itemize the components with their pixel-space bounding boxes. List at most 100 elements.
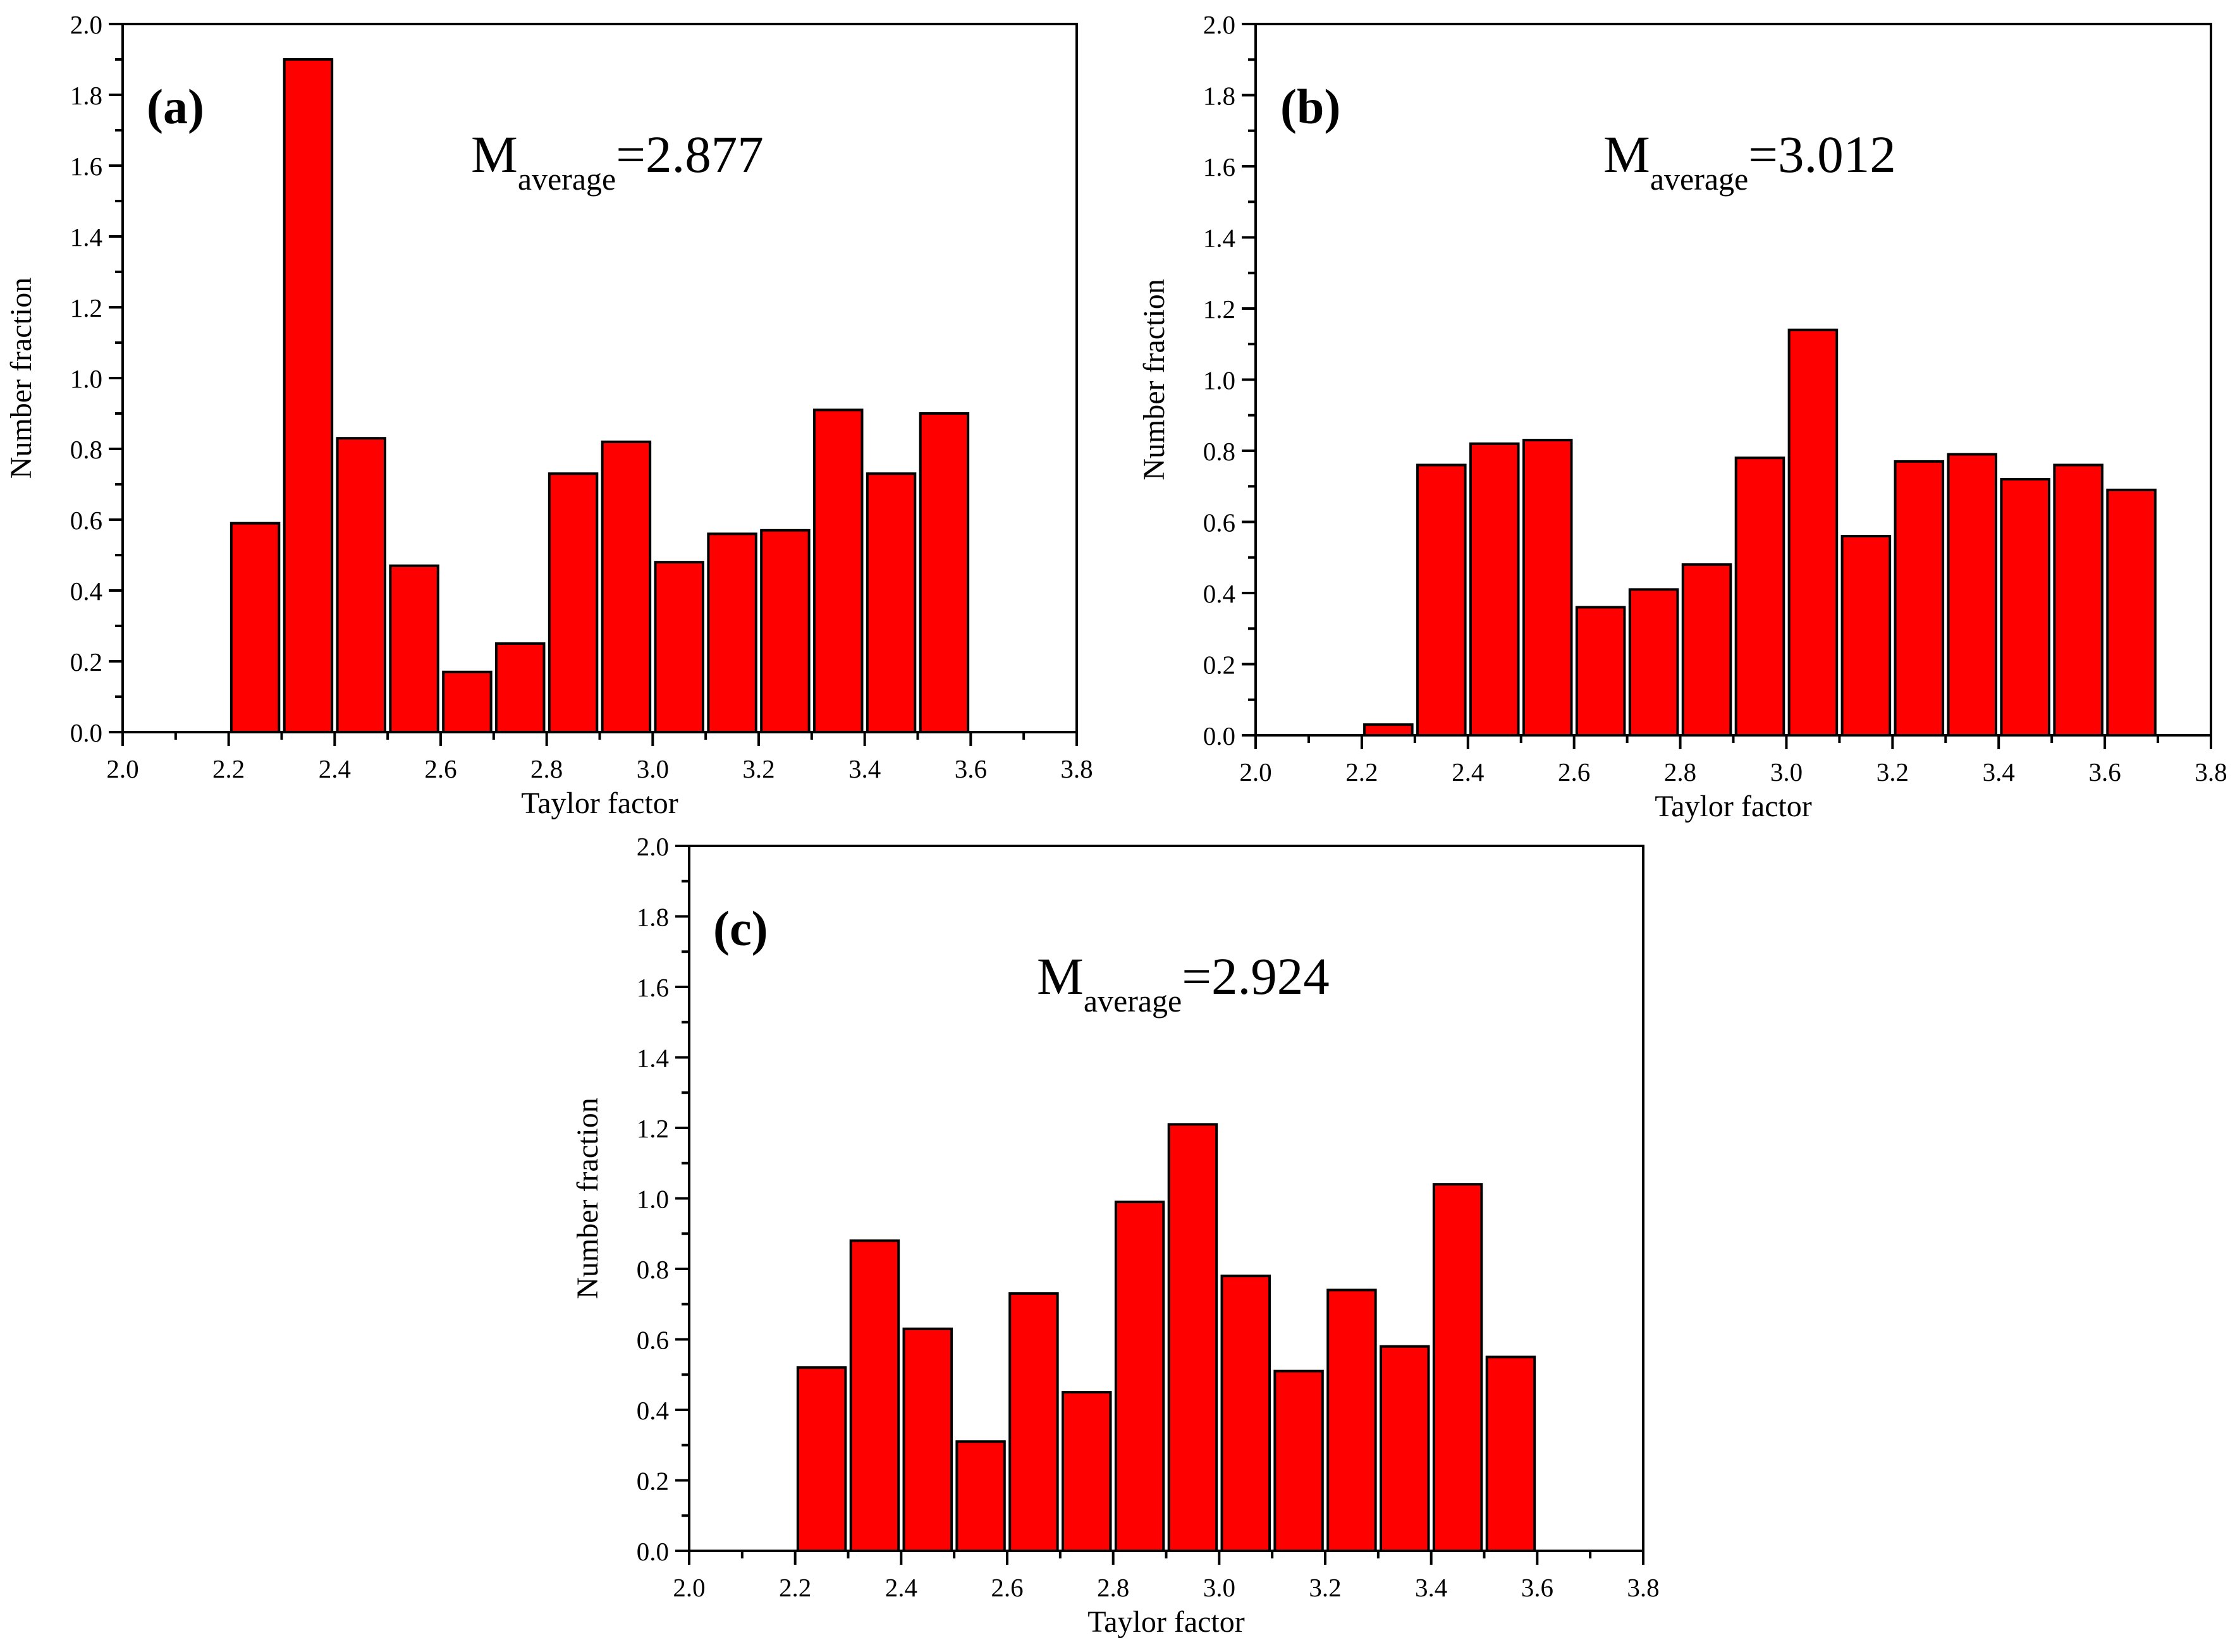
x-tick-label: 2.0	[673, 1573, 705, 1602]
panel-b: 2.0 2.2 2.4 2.6 2.8 3.0 3.2 3.4 3.6 3.8 0.0 0.2 0.4 0…	[1137, 10, 2227, 823]
x-tick-label: 2.2	[212, 754, 245, 783]
bar-c-2	[902, 1327, 953, 1552]
x-tick-label: 3.0	[1770, 757, 1803, 786]
y-tick-label: 0.2	[637, 1467, 669, 1496]
y-tick-label: 0.0	[637, 1537, 669, 1566]
bar-c-10	[1326, 1288, 1377, 1552]
bar-b-8	[1787, 328, 1839, 737]
bar-b-14	[2106, 488, 2157, 737]
bar-a-8	[654, 561, 704, 733]
x-tick-label: 2.0	[106, 754, 138, 783]
bar-b-5	[1628, 588, 1679, 737]
y-tick-label: 2.0	[1203, 10, 1235, 39]
y-tick-label: 0.8	[637, 1255, 669, 1284]
bar-a-2	[336, 437, 386, 733]
y-tick-label: 1.2	[637, 1114, 669, 1143]
x-tick-label: 3.8	[2195, 757, 2227, 786]
bar-b-11	[1947, 453, 1998, 737]
y-tick-label: 0.2	[1203, 651, 1235, 680]
y-tick-label: 1.6	[1203, 152, 1235, 181]
bar-a-10	[760, 529, 811, 733]
x-tick-label: 2.8	[1097, 1573, 1129, 1602]
y-axis-title: Number fraction	[571, 1098, 604, 1299]
y-tick-label: 0.4	[637, 1396, 669, 1425]
x-tick-label: 3.2	[1877, 757, 1909, 786]
x-tick-label: 3.8	[1627, 1573, 1659, 1602]
panel-label: (a)	[147, 79, 204, 134]
bar-b-0	[1363, 723, 1414, 737]
bar-a-9	[707, 532, 757, 734]
x-tick-label: 2.2	[779, 1573, 811, 1602]
bar-c-7	[1167, 1123, 1218, 1553]
bar-b-1	[1416, 463, 1467, 737]
bar-b-13	[2053, 463, 2103, 737]
x-tick-label: 2.8	[530, 754, 563, 783]
x-tick-label: 2.2	[1345, 757, 1378, 786]
x-tick-label: 2.4	[319, 754, 351, 783]
y-axis-title: Number fraction	[1137, 279, 1171, 480]
y-tick-label: 1.2	[1203, 295, 1235, 324]
y-tick-label: 0.8	[1203, 437, 1235, 466]
bar-a-1	[283, 58, 334, 733]
average-annotation: Maverage=3.012	[1603, 125, 1896, 197]
y-tick-label: 0.6	[70, 506, 102, 535]
bar-b-10	[1894, 460, 1945, 737]
y-tick-label: 1.8	[1203, 82, 1235, 111]
bar-b-12	[2000, 478, 2050, 737]
x-axis-title: Taylor factor	[1087, 1605, 1245, 1639]
y-tick-label: 1.8	[70, 81, 102, 110]
y-tick-label: 1.0	[70, 364, 102, 393]
bar-a-11	[813, 408, 864, 734]
bar-b-9	[1840, 535, 1892, 737]
panel-label: (b)	[1280, 79, 1340, 134]
bar-c-8	[1220, 1275, 1271, 1553]
y-tick-label: 0.0	[70, 718, 102, 747]
x-tick-label: 2.6	[991, 1573, 1023, 1602]
bar-c-11	[1380, 1345, 1430, 1552]
y-tick-label: 1.4	[1203, 224, 1235, 253]
x-tick-label: 2.6	[1558, 757, 1590, 786]
bar-c-4	[1008, 1292, 1059, 1553]
bar-c-6	[1114, 1201, 1165, 1552]
bar-c-9	[1273, 1369, 1324, 1553]
bar-b-3	[1522, 439, 1573, 737]
x-tick-label: 3.8	[1060, 754, 1093, 783]
bar-b-4	[1575, 606, 1626, 737]
x-tick-label: 3.4	[1415, 1573, 1447, 1602]
y-tick-label: 0.4	[1203, 579, 1235, 608]
x-tick-label: 2.4	[885, 1573, 917, 1602]
y-tick-label: 2.0	[637, 832, 669, 861]
x-tick-label: 3.0	[637, 754, 669, 783]
y-tick-label: 1.0	[1203, 366, 1235, 395]
y-tick-label: 1.6	[70, 152, 102, 181]
y-tick-label: 1.2	[70, 293, 102, 322]
y-tick-label: 0.6	[637, 1326, 669, 1355]
y-tick-label: 1.8	[637, 903, 669, 932]
bar-c-0	[796, 1366, 847, 1553]
y-tick-label: 0.4	[70, 577, 102, 606]
y-tick-label: 0.8	[70, 435, 102, 464]
y-tick-label: 1.4	[70, 223, 102, 252]
average-annotation: Maverage=2.877	[471, 125, 764, 197]
bar-a-6	[548, 472, 599, 733]
x-tick-label: 3.6	[955, 754, 987, 783]
y-tick-label: 1.4	[637, 1044, 669, 1073]
y-tick-label: 1.0	[637, 1185, 669, 1214]
x-tick-label: 2.6	[424, 754, 456, 783]
panel-label: (c)	[713, 901, 768, 956]
bar-b-7	[1734, 456, 1785, 737]
bar-a-13	[919, 412, 970, 733]
y-tick-label: 0.0	[1203, 721, 1235, 750]
average-annotation: Maverage=2.924	[1037, 947, 1330, 1019]
bar-b-6	[1681, 563, 1732, 737]
y-axis-title: Number fraction	[4, 278, 38, 479]
x-tick-label: 3.4	[848, 754, 881, 783]
x-tick-label: 3.6	[1521, 1573, 1553, 1602]
bar-c-3	[955, 1440, 1006, 1553]
y-tick-label: 1.6	[637, 973, 669, 1002]
bar-c-13	[1485, 1355, 1536, 1552]
y-tick-label: 0.6	[1203, 508, 1235, 537]
x-tick-label: 3.0	[1203, 1573, 1235, 1602]
